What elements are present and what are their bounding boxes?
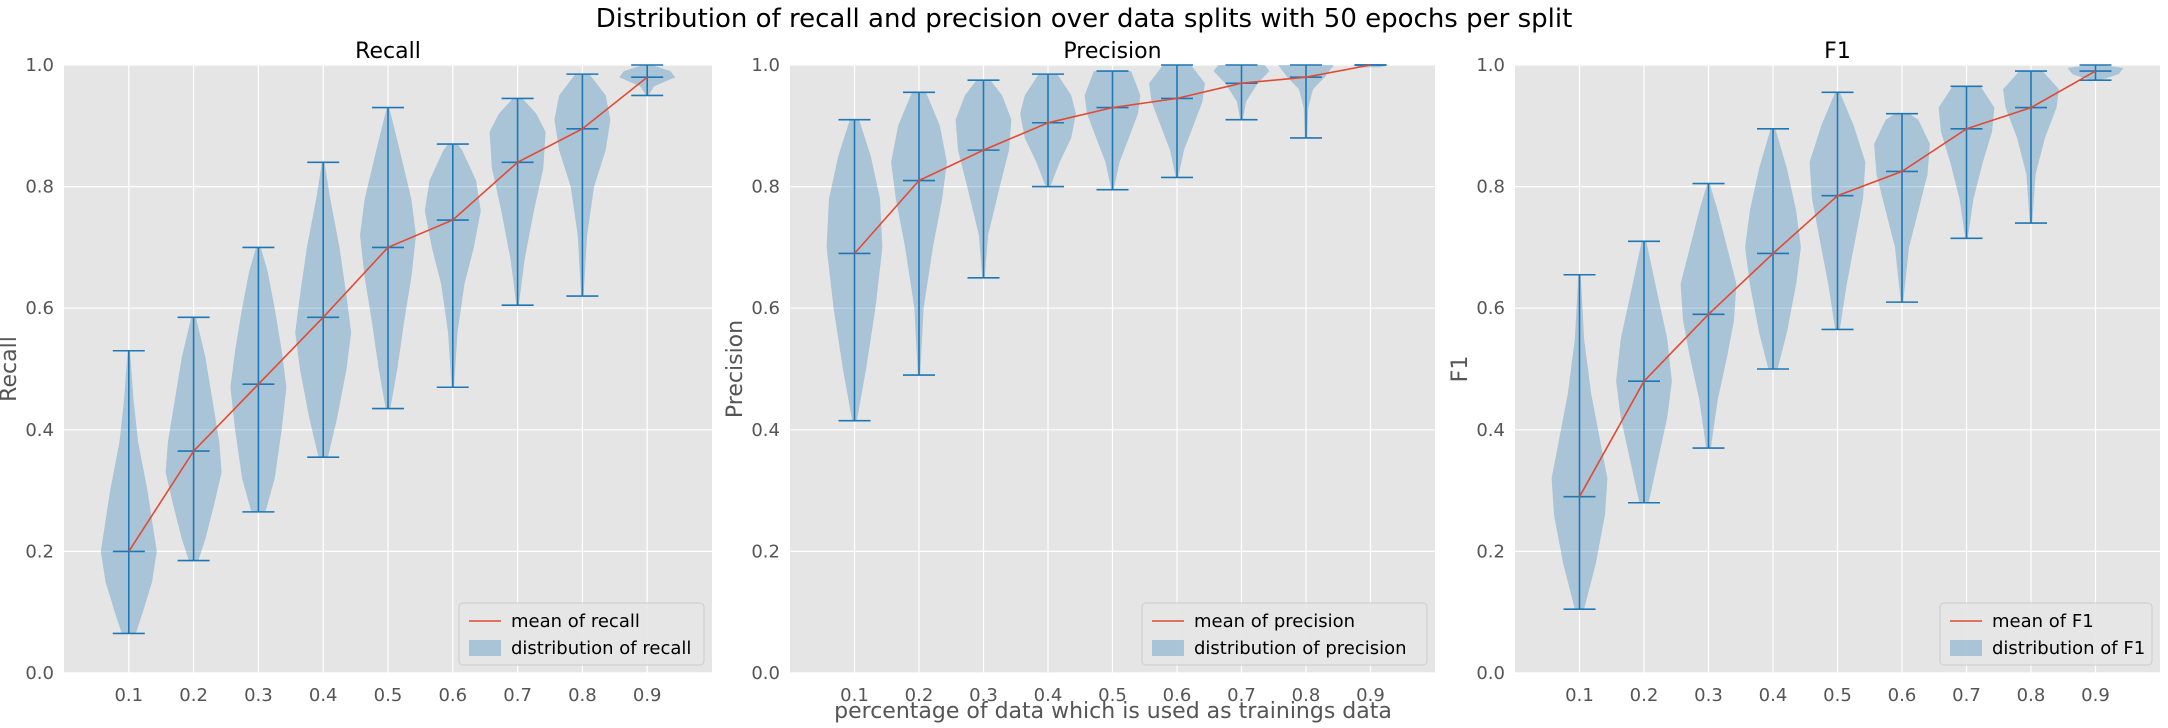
legend-mean-label: mean of recall bbox=[511, 611, 640, 632]
x-tick-label: 0.5 bbox=[1098, 685, 1127, 706]
x-tick-label: 0.2 bbox=[1630, 685, 1659, 706]
figure-xlabel: percentage of data which is used as trai… bbox=[834, 699, 1392, 724]
y-tick-label: 0.8 bbox=[25, 177, 54, 198]
legend-box bbox=[1939, 602, 2153, 666]
legend-box bbox=[458, 602, 705, 666]
legend-box bbox=[1141, 602, 1428, 666]
y-tick-label: 0.6 bbox=[751, 298, 780, 319]
legend-recall: mean of recall distribution of recall bbox=[458, 602, 705, 666]
y-tick-label: 0.2 bbox=[25, 541, 54, 562]
y-axis-label-precision: Precision bbox=[723, 320, 748, 418]
x-tick-label: 0.4 bbox=[309, 685, 338, 706]
x-tick-label: 0.5 bbox=[374, 685, 403, 706]
x-tick-label: 0.7 bbox=[1952, 685, 1981, 706]
x-tick-label: 0.6 bbox=[1888, 685, 1917, 706]
y-tick-label: 0.2 bbox=[1476, 541, 1505, 562]
panel-f1: 0.0 0.2 0.4 0.6 0.8 1.0 0.1 0.2 0.3 0.4 0.5 0.6 0.7 0… bbox=[1448, 39, 2160, 706]
y-tick-label: 0.4 bbox=[1476, 420, 1505, 441]
mean-line-precision bbox=[853, 64, 1371, 255]
y-tick-label: 0.6 bbox=[1476, 298, 1505, 319]
y-axis-label-f1: F1 bbox=[1448, 356, 1473, 383]
legend-distribution-swatch bbox=[469, 640, 501, 656]
y-tick-label: 0.2 bbox=[751, 541, 780, 562]
legend-mean-label: mean of F1 bbox=[1992, 611, 2094, 632]
x-tick-label: 0.8 bbox=[568, 685, 597, 706]
x-tick-label: 0.8 bbox=[2017, 685, 2046, 706]
axis-title-precision: Precision bbox=[1063, 39, 1161, 64]
x-tick-label: 0.7 bbox=[1227, 685, 1256, 706]
legend-distribution-label: distribution of recall bbox=[511, 638, 691, 659]
y-tick-label: 0.8 bbox=[1476, 177, 1505, 198]
mean-line-f1 bbox=[1578, 70, 2096, 498]
x-tick-label: 0.9 bbox=[1356, 685, 1385, 706]
x-tick-label: 0.9 bbox=[2081, 685, 2110, 706]
x-tick-label: 0.9 bbox=[633, 685, 662, 706]
x-tick-label: 0.3 bbox=[969, 685, 998, 706]
legend-distribution-label: distribution of F1 bbox=[1992, 638, 2145, 659]
y-tick-label: 0.4 bbox=[751, 420, 780, 441]
x-tick-label: 0.1 bbox=[840, 685, 869, 706]
x-tick-label: 0.1 bbox=[114, 685, 143, 706]
x-tick-label: 0.6 bbox=[1163, 685, 1192, 706]
legend-distribution-swatch bbox=[1152, 640, 1184, 656]
y-tick-label: 1.0 bbox=[751, 55, 780, 76]
x-tick-label: 0.6 bbox=[438, 685, 467, 706]
y-tick-label: 1.0 bbox=[1476, 55, 1505, 76]
y-axis-label-recall: Recall bbox=[0, 336, 22, 402]
x-tick-label: 0.5 bbox=[1823, 685, 1852, 706]
x-tick-label: 0.4 bbox=[1034, 685, 1063, 706]
y-tick-label: 0.6 bbox=[25, 298, 54, 319]
y-tick-label: 1.0 bbox=[25, 55, 54, 76]
y-tick-label: 0.0 bbox=[25, 663, 54, 684]
legend-distribution-label: distribution of precision bbox=[1194, 638, 1407, 659]
axis-title-f1: F1 bbox=[1824, 39, 1851, 64]
x-tick-label: 0.3 bbox=[1694, 685, 1723, 706]
y-tick-label: 0.0 bbox=[1476, 663, 1505, 684]
panel-precision: 0.0 0.2 0.4 0.6 0.8 1.0 0.1 0.2 0.3 0.4 0.5 0.6 0.7 0… bbox=[723, 39, 1435, 706]
x-tick-label: 0.1 bbox=[1565, 685, 1594, 706]
figure-suptitle: Distribution of recall and precision ove… bbox=[596, 4, 1573, 34]
legend-mean-label: mean of precision bbox=[1194, 611, 1355, 632]
y-tick-label: 0.0 bbox=[751, 663, 780, 684]
axis-title-recall: Recall bbox=[355, 39, 421, 64]
panel-recall: 0.0 0.2 0.4 0.6 0.8 1.0 0.1 0.2 0.3 0.4 0.5 0.6 0.7 0… bbox=[0, 39, 712, 706]
x-tick-label: 0.2 bbox=[179, 685, 208, 706]
x-tick-label: 0.8 bbox=[1292, 685, 1321, 706]
x-tick-label: 0.3 bbox=[244, 685, 273, 706]
x-tick-label: 0.7 bbox=[503, 685, 532, 706]
x-tick-label: 0.4 bbox=[1759, 685, 1788, 706]
legend-precision: mean of precision distribution of precisi… bbox=[1141, 602, 1428, 666]
mean-line-recall bbox=[128, 76, 648, 552]
legend-distribution-swatch bbox=[1950, 640, 1982, 656]
legend-f1: mean of F1 distribution of F1 bbox=[1939, 602, 2153, 666]
x-tick-label: 0.2 bbox=[905, 685, 934, 706]
y-tick-label: 0.8 bbox=[751, 177, 780, 198]
y-tick-label: 0.4 bbox=[25, 420, 54, 441]
